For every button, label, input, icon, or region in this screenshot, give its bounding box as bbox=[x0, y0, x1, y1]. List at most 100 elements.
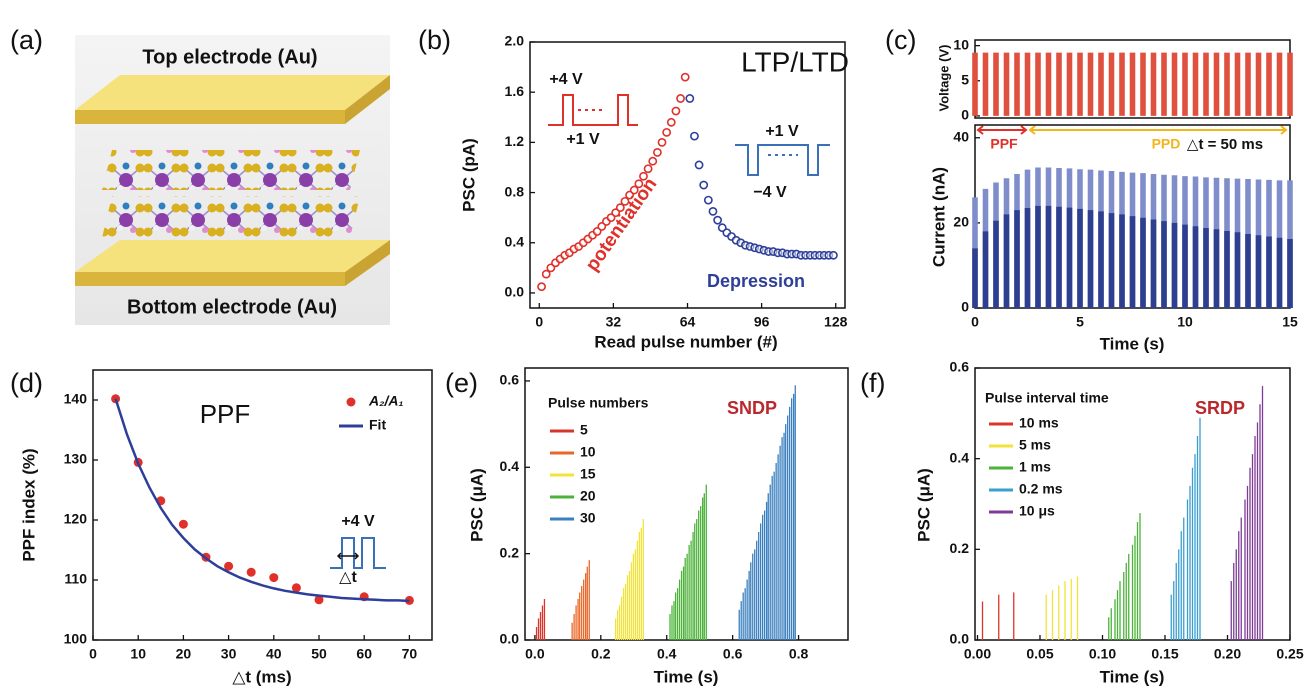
legend-label: 10 ms bbox=[1019, 415, 1059, 431]
y-tick-label: 0 bbox=[961, 299, 969, 315]
series-label: potentiation bbox=[582, 174, 662, 275]
x-tick-label: 0.2 bbox=[591, 646, 611, 662]
y-tick-label: 0.6 bbox=[950, 359, 970, 375]
annotation: −4 V bbox=[753, 184, 787, 201]
y-tick-label: 0.0 bbox=[500, 631, 520, 647]
data-point bbox=[648, 156, 658, 166]
x-tick-label: 70 bbox=[402, 646, 418, 662]
panel-label: (f) bbox=[860, 368, 885, 398]
panel-label: (c) bbox=[885, 25, 916, 55]
data-point bbox=[694, 160, 704, 170]
y-axis-label: Voltage (V) bbox=[936, 45, 951, 112]
legend-title: Pulse numbers bbox=[548, 395, 649, 411]
legend-label: 15 bbox=[580, 466, 596, 482]
data-point bbox=[829, 250, 838, 260]
panel-label: (d) bbox=[10, 368, 43, 398]
bottom-label: Bottom electrode (Au) bbox=[127, 296, 337, 318]
pulse-icons bbox=[330, 94, 1288, 569]
annotation: △t = 50 ms bbox=[1187, 136, 1263, 153]
y-tick-label: 130 bbox=[64, 451, 88, 467]
y-tick-label: 0.4 bbox=[500, 458, 520, 474]
data-point bbox=[314, 595, 324, 605]
top-electrode bbox=[75, 75, 390, 110]
x-tick-label: 0.6 bbox=[723, 646, 743, 662]
x-axis-label: Time (s) bbox=[1100, 334, 1165, 353]
x-tick-label: 15 bbox=[1282, 314, 1298, 330]
data-point bbox=[537, 282, 546, 292]
legend-label: Fit bbox=[369, 417, 386, 433]
data-point bbox=[291, 583, 301, 593]
data-point bbox=[629, 185, 639, 195]
plot-frame bbox=[524, 367, 849, 641]
top-electrode-side bbox=[345, 75, 390, 124]
x-tick-label: 0 bbox=[535, 314, 543, 330]
data-point bbox=[652, 148, 662, 157]
ppf-arrow-heads bbox=[976, 125, 1028, 135]
legend-label: 10 μs bbox=[1019, 503, 1055, 519]
data-point bbox=[713, 215, 723, 225]
data-point bbox=[708, 206, 718, 216]
fit-line bbox=[114, 398, 410, 603]
annotation: +4 V bbox=[549, 71, 583, 88]
panel: 0.0 0.4 0.8 1.2 1.6 2.0 0 32 64 96 128 (b) Read puls… bbox=[418, 25, 849, 351]
legend-label: 0.2 ms bbox=[1019, 481, 1063, 497]
legend-title: Pulse interval time bbox=[985, 390, 1109, 406]
bottom-electrode-front bbox=[75, 272, 345, 286]
data-point bbox=[699, 180, 709, 190]
y-tick-label: 0.0 bbox=[950, 631, 970, 647]
panel-label: (b) bbox=[418, 25, 451, 55]
legend-label: 5 bbox=[580, 422, 588, 438]
y-axis-label: PSC (μA) bbox=[467, 468, 486, 542]
ppd-arrow-heads bbox=[1028, 125, 1288, 135]
panel-label: (a) bbox=[10, 25, 43, 55]
data-point bbox=[269, 573, 279, 583]
data-point bbox=[639, 171, 648, 181]
layer-1 bbox=[102, 150, 360, 190]
y-tick-label: 110 bbox=[64, 571, 87, 587]
panel: 0.0 0.2 0.4 0.6 0.00 0.05 0.10 0.15 0.20 0.25 (f) T… bbox=[860, 359, 1304, 687]
x-tick-label: 0.0 bbox=[525, 646, 545, 662]
y-tick-label: 0.2 bbox=[950, 540, 970, 556]
data-point bbox=[680, 72, 690, 82]
x-tick-label: 0.15 bbox=[1151, 646, 1178, 662]
x-tick-label: 40 bbox=[266, 646, 282, 662]
y-tick-label: 40 bbox=[953, 128, 969, 144]
x-tick-label: 32 bbox=[606, 314, 622, 330]
data-point bbox=[541, 269, 551, 279]
data-point bbox=[676, 94, 685, 103]
data-point bbox=[178, 519, 188, 529]
y-tick-label: 1.2 bbox=[505, 133, 525, 149]
y-tick-label: 0 bbox=[961, 107, 969, 123]
y-axis-label: PPF index (%) bbox=[19, 448, 38, 561]
top-electrode-front bbox=[75, 110, 345, 124]
panel-label: (e) bbox=[445, 368, 478, 398]
x-tick-label: 0.20 bbox=[1214, 646, 1241, 662]
data-point bbox=[224, 561, 234, 571]
data-point bbox=[620, 196, 630, 206]
data-point bbox=[643, 164, 653, 174]
panel: 100 110 120 130 140 0 10 20 30 40 50 60 70 (d) △t (ms)… bbox=[10, 368, 433, 686]
legend-label: A₂/A₁ bbox=[368, 393, 403, 409]
data-point bbox=[685, 94, 695, 103]
x-tick-label: 50 bbox=[311, 646, 327, 662]
x-tick-label: 0.00 bbox=[964, 646, 991, 662]
x-tick-label: 30 bbox=[221, 646, 237, 662]
annotation: LTP/LTD bbox=[741, 46, 849, 77]
y-tick-label: 120 bbox=[64, 511, 88, 527]
x-tick-label: 0.05 bbox=[1026, 646, 1053, 662]
plot-frame bbox=[92, 369, 433, 641]
device-illustration: (a) Top electrode (Au) Bottom electrode … bbox=[10, 25, 390, 325]
data-point bbox=[690, 131, 699, 141]
x-tick-label: 0.8 bbox=[789, 646, 809, 662]
y-tick-label: 0.2 bbox=[500, 544, 520, 560]
top-label: Top electrode (Au) bbox=[142, 46, 317, 68]
legend-label: 20 bbox=[580, 488, 596, 504]
bottom-electrode bbox=[75, 240, 390, 272]
pulse-icon bbox=[548, 94, 638, 126]
annotation: PPF bbox=[990, 136, 1018, 152]
y-tick-label: 5 bbox=[961, 71, 969, 87]
data-point bbox=[615, 203, 625, 213]
y-tick-label: 0.6 bbox=[500, 372, 520, 388]
annotation: △t bbox=[339, 569, 357, 586]
y-tick-label: 20 bbox=[953, 214, 969, 230]
